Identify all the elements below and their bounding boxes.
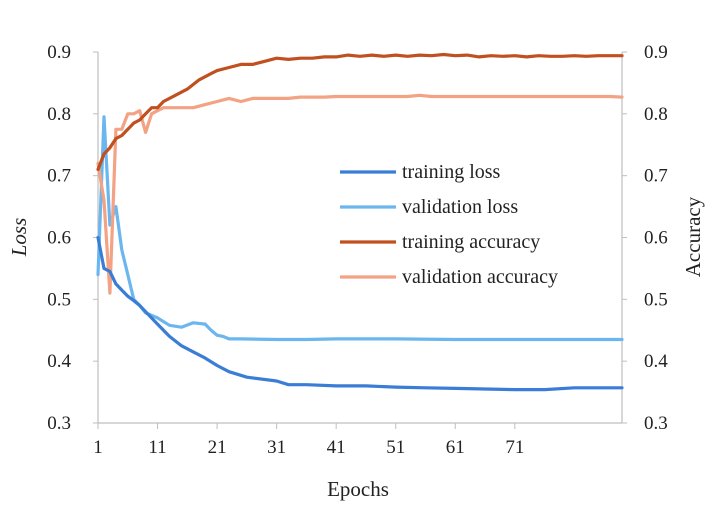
x-tick-label: 51 [386, 437, 405, 458]
legend: training loss validation loss training acc… [340, 161, 558, 288]
y-axis-right-title: Accuracy [681, 196, 705, 277]
y-right-tick-label: 0.4 [644, 351, 668, 372]
y-left-tick-label: 0.4 [47, 351, 71, 372]
x-tick-label: 1 [93, 437, 103, 458]
y-left-tick-label: 0.3 [47, 413, 71, 434]
legend-label: training accuracy [402, 231, 540, 253]
y-left-tick-label: 0.9 [47, 42, 71, 63]
series-layer [96, 52, 624, 392]
y-left-tick-label: 0.8 [47, 104, 71, 125]
y-axis-left-title: Loss [7, 218, 31, 258]
series-line-training-accuracy [96, 52, 624, 172]
y-left-tick-label: 0.5 [47, 289, 71, 310]
y-right-tick-label: 0.3 [644, 413, 668, 434]
y-right-tick-label: 0.9 [644, 42, 668, 63]
legend-label: training loss [402, 161, 501, 183]
x-tick-label: 31 [267, 437, 286, 458]
y-left-tick-label: 0.7 [47, 166, 71, 187]
x-tick-label: 41 [327, 437, 346, 458]
y-right-tick-label: 0.6 [644, 228, 668, 249]
legend-label: validation loss [402, 196, 518, 218]
y-left-tick-label: 0.6 [47, 228, 71, 249]
series-line-training-loss [96, 235, 624, 392]
x-tick-label: 61 [446, 437, 465, 458]
y-right-tick-label: 0.5 [644, 289, 668, 310]
axes-layer: 0.3 0.4 0.5 0.6 0.7 0.8 0.9 0.3 0.4 0.5 0.6 0.7 0.8 0… [47, 42, 668, 458]
series-line-validation-accuracy [96, 93, 624, 295]
y-right-tick-label: 0.7 [644, 166, 668, 187]
x-axis-title: Epochs [327, 477, 389, 501]
x-tick-label: 11 [148, 437, 166, 458]
x-tick-label: 21 [208, 437, 227, 458]
y-right-tick-label: 0.8 [644, 104, 668, 125]
series-line-validation-loss [96, 115, 624, 342]
x-tick-label: 71 [505, 437, 524, 458]
legend-label: validation accuracy [402, 266, 558, 288]
